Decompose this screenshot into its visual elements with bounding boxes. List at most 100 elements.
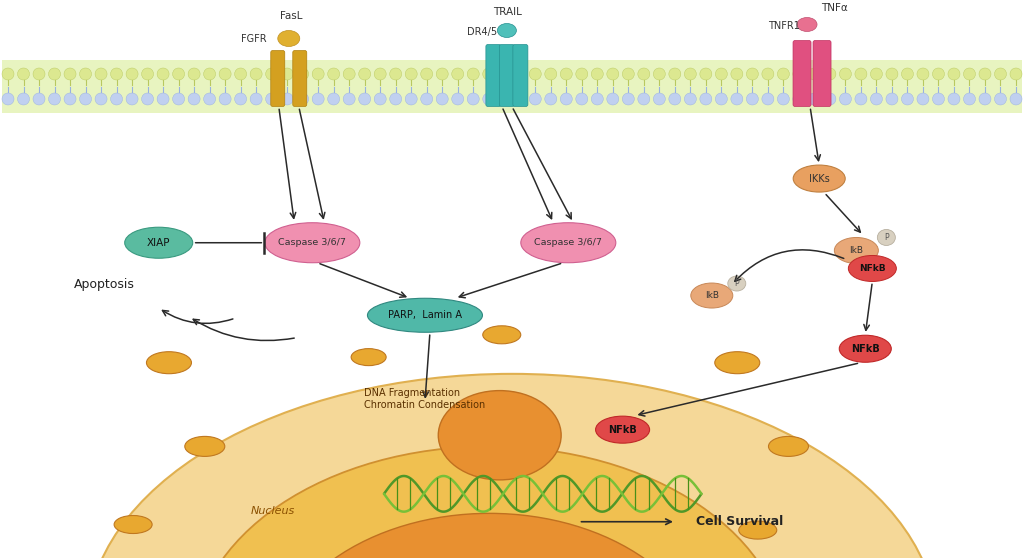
- Circle shape: [560, 68, 572, 80]
- Circle shape: [638, 68, 650, 80]
- Circle shape: [575, 68, 588, 80]
- Circle shape: [684, 93, 696, 105]
- Circle shape: [762, 68, 774, 80]
- Circle shape: [358, 68, 371, 80]
- Circle shape: [436, 68, 449, 80]
- Circle shape: [48, 68, 60, 80]
- Ellipse shape: [848, 256, 896, 281]
- Text: DNA Fragmentation
Chromatin Condensation: DNA Fragmentation Chromatin Condensation: [364, 388, 484, 410]
- Circle shape: [390, 93, 401, 105]
- Text: P: P: [884, 233, 889, 242]
- Circle shape: [467, 93, 479, 105]
- Circle shape: [173, 68, 184, 80]
- Circle shape: [933, 68, 944, 80]
- Circle shape: [840, 93, 851, 105]
- Circle shape: [560, 93, 572, 105]
- Circle shape: [33, 68, 45, 80]
- Circle shape: [265, 68, 278, 80]
- Circle shape: [157, 68, 169, 80]
- Circle shape: [328, 68, 340, 80]
- Text: TNFα: TNFα: [820, 3, 848, 13]
- Circle shape: [312, 68, 325, 80]
- Circle shape: [607, 93, 618, 105]
- Circle shape: [2, 68, 14, 80]
- Ellipse shape: [738, 521, 777, 539]
- Circle shape: [607, 68, 618, 80]
- Circle shape: [482, 93, 495, 105]
- Text: Nucleus: Nucleus: [251, 506, 295, 516]
- Circle shape: [669, 68, 681, 80]
- Circle shape: [282, 93, 293, 105]
- Text: NFkB: NFkB: [608, 425, 637, 435]
- FancyBboxPatch shape: [293, 50, 307, 107]
- Ellipse shape: [438, 391, 561, 480]
- Circle shape: [80, 93, 91, 105]
- Circle shape: [374, 93, 386, 105]
- Circle shape: [312, 93, 325, 105]
- Text: XIAP: XIAP: [147, 238, 170, 248]
- Ellipse shape: [265, 223, 359, 263]
- Circle shape: [374, 68, 386, 80]
- Circle shape: [916, 68, 929, 80]
- Ellipse shape: [715, 352, 760, 374]
- Circle shape: [204, 93, 216, 105]
- Circle shape: [297, 68, 308, 80]
- Text: Cell Survival: Cell Survival: [696, 515, 783, 528]
- Circle shape: [141, 68, 154, 80]
- Circle shape: [514, 93, 525, 105]
- Circle shape: [746, 93, 759, 105]
- Circle shape: [467, 68, 479, 80]
- Circle shape: [979, 68, 991, 80]
- Circle shape: [824, 68, 836, 80]
- Text: IkB: IkB: [705, 291, 719, 300]
- Circle shape: [111, 68, 123, 80]
- Circle shape: [808, 93, 820, 105]
- Circle shape: [855, 68, 867, 80]
- Circle shape: [994, 68, 1007, 80]
- Circle shape: [886, 93, 898, 105]
- Circle shape: [204, 68, 216, 80]
- Circle shape: [48, 93, 60, 105]
- Circle shape: [188, 68, 200, 80]
- Circle shape: [358, 93, 371, 105]
- Circle shape: [328, 93, 340, 105]
- Circle shape: [933, 93, 944, 105]
- FancyBboxPatch shape: [793, 41, 811, 107]
- FancyBboxPatch shape: [270, 50, 285, 107]
- Ellipse shape: [596, 416, 649, 443]
- Circle shape: [126, 93, 138, 105]
- Ellipse shape: [278, 31, 300, 46]
- Text: Caspase 3/6/7: Caspase 3/6/7: [279, 238, 346, 247]
- Circle shape: [916, 93, 929, 105]
- Circle shape: [421, 93, 433, 105]
- Circle shape: [95, 68, 108, 80]
- Circle shape: [343, 68, 355, 80]
- Circle shape: [265, 93, 278, 105]
- Circle shape: [234, 68, 247, 80]
- Circle shape: [591, 68, 603, 80]
- Circle shape: [390, 68, 401, 80]
- Ellipse shape: [269, 513, 710, 558]
- Circle shape: [250, 68, 262, 80]
- Text: FasL: FasL: [280, 12, 302, 22]
- Circle shape: [126, 68, 138, 80]
- Circle shape: [452, 93, 464, 105]
- Ellipse shape: [797, 17, 817, 31]
- Circle shape: [808, 68, 820, 80]
- Circle shape: [17, 68, 30, 80]
- Circle shape: [436, 93, 449, 105]
- Ellipse shape: [835, 238, 879, 263]
- Circle shape: [406, 93, 417, 105]
- Ellipse shape: [146, 352, 191, 374]
- Circle shape: [65, 68, 76, 80]
- Circle shape: [979, 93, 991, 105]
- Circle shape: [716, 93, 727, 105]
- Text: TRAIL: TRAIL: [494, 7, 522, 17]
- Text: Caspase 3/6/7: Caspase 3/6/7: [535, 238, 602, 247]
- Circle shape: [111, 93, 123, 105]
- Circle shape: [638, 93, 650, 105]
- Text: Apoptosis: Apoptosis: [74, 278, 134, 291]
- Text: NFkB: NFkB: [851, 344, 880, 354]
- Text: TNFR1: TNFR1: [768, 22, 800, 31]
- Ellipse shape: [368, 299, 482, 332]
